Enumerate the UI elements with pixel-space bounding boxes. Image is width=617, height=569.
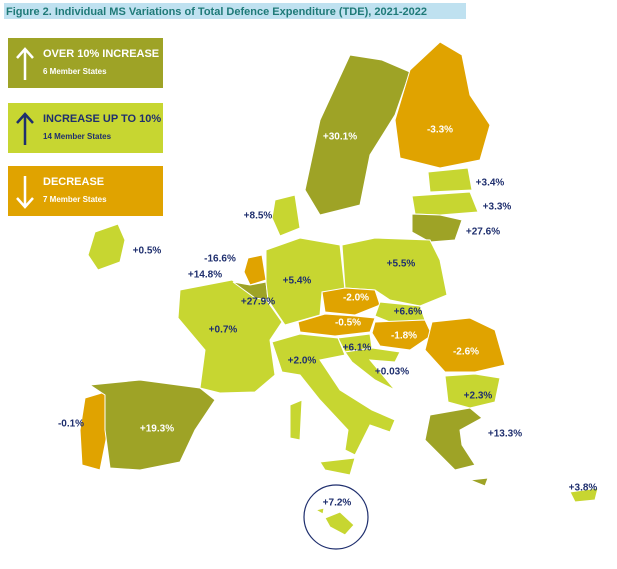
title-highlight [4, 3, 466, 19]
finland [394, 41, 491, 169]
sardinia [289, 399, 303, 441]
value-label: +6.6% [394, 307, 423, 318]
legend-box [8, 103, 163, 153]
crete [469, 477, 489, 487]
value-label: +0.5% [133, 246, 162, 257]
value-label: +0.7% [209, 325, 238, 336]
legend-label: INCREASE UP TO 10% [43, 113, 161, 125]
germany [265, 237, 346, 326]
malta-inset [303, 484, 369, 550]
value-label: -3.3% [427, 125, 453, 136]
portugal [79, 391, 109, 471]
value-label: -2.6% [453, 347, 479, 358]
countries [79, 41, 599, 503]
value-label: -0.5% [335, 318, 361, 329]
croatia [344, 347, 401, 391]
denmark [271, 194, 301, 237]
labels: +30.1% -3.3% +3.4% +3.3% +27.6% +8.5% +0… [58, 125, 597, 509]
legend-note: 14 Member States [43, 132, 112, 141]
value-label: +8.5% [244, 211, 273, 222]
estonia [427, 167, 473, 193]
sicily [319, 457, 356, 476]
value-label: -2.0% [343, 293, 369, 304]
value-label: +5.4% [283, 276, 312, 287]
value-label: +2.0% [288, 356, 317, 367]
value-label: +2.3% [464, 391, 493, 402]
legend-note: 7 Member States [43, 195, 107, 204]
value-label: +5.5% [387, 259, 416, 270]
bulgaria [444, 373, 501, 409]
legend-label: OVER 10% INCREASE [43, 48, 159, 60]
hungary [371, 319, 433, 351]
italy [271, 333, 396, 456]
value-label: +0.03% [375, 367, 409, 378]
value-label: +3.3% [483, 202, 512, 213]
title: Figure 2. Individual MS Variations of To… [6, 6, 427, 18]
value-label: +27.9% [241, 297, 275, 308]
value-label: +13.3% [488, 429, 522, 440]
gozo [314, 507, 325, 515]
legend-box [8, 166, 163, 216]
legend-box [8, 38, 163, 88]
value-label: +27.6% [466, 227, 500, 238]
value-label: +7.2% [323, 498, 352, 509]
value-label: -0.1% [58, 419, 84, 430]
value-label: +30.1% [323, 132, 357, 143]
value-label: +3.8% [569, 483, 598, 494]
value-label: +3.4% [476, 178, 505, 189]
latvia [411, 191, 479, 216]
malta [324, 511, 355, 536]
ireland [87, 223, 126, 271]
legend-label: DECREASE [43, 176, 104, 188]
value-label: +19.3% [140, 424, 174, 435]
greece [424, 407, 483, 471]
value-label: -16.6% [204, 254, 236, 265]
legend-arrow [16, 47, 34, 80]
value-label: +6.1% [343, 343, 372, 354]
sweden [304, 54, 411, 216]
legend-note: 6 Member States [43, 67, 107, 76]
spain [88, 379, 216, 471]
legend: OVER 10% INCREASE 6 Member States INCREA… [8, 38, 163, 216]
austria [297, 313, 376, 337]
value-label: -1.8% [391, 331, 417, 342]
cyprus [569, 487, 599, 503]
lithuania [411, 213, 463, 243]
netherlands [243, 254, 267, 286]
legend-arrow [16, 176, 34, 209]
value-label: +14.8% [188, 270, 222, 281]
legend-arrow [16, 112, 34, 145]
romania [424, 317, 506, 373]
